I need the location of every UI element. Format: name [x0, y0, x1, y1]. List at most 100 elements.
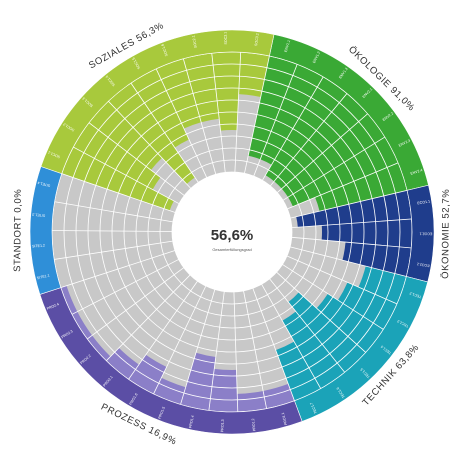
criterion-fill	[248, 55, 298, 160]
criterion-label: SITE1.1	[36, 273, 50, 280]
criterion-label: SOC2.1	[191, 35, 197, 48]
center-hole	[174, 174, 290, 290]
criterion-label: SOC1.6	[161, 43, 169, 56]
criterion-label: ECO1.1	[417, 199, 430, 205]
criterion-label: ENV2.2	[382, 111, 394, 122]
level-ring	[123, 123, 341, 341]
criterion-fill	[316, 293, 384, 353]
criterion-fill	[237, 390, 267, 412]
center-value: 56,6%	[211, 227, 254, 244]
segments-layer	[52, 51, 412, 413]
criterion-label: SOC3.2	[254, 33, 260, 46]
criterion-fill	[321, 218, 412, 248]
criterion-fill	[73, 122, 161, 190]
level-ring	[75, 75, 389, 389]
criterion-fill	[180, 352, 216, 411]
criterion-label: PRO2.3	[61, 329, 74, 339]
ring-lines-layer	[30, 30, 434, 434]
criterion-fill	[263, 383, 295, 409]
level-ring	[135, 135, 329, 329]
criterion-label: PRO2.1	[102, 375, 113, 387]
criterion-fill	[238, 52, 270, 98]
criterion-background	[60, 250, 179, 315]
level-ring	[99, 99, 365, 365]
criterion-fill	[71, 311, 93, 339]
category-bands-layer	[29, 29, 435, 435]
criterion-background	[87, 267, 191, 361]
category-label: ÖKONOMIE 52,7%	[440, 189, 452, 279]
criterion-background	[52, 201, 173, 232]
criterion-label: TEC1.6	[336, 386, 346, 398]
criterion-labels-layer: ENV1.1 ENV1.2 ENV1.3 ENV2.1 ENV2.2 ENV2.3 ENV2…	[32, 32, 433, 433]
criterion-label: ENV2.1	[362, 87, 374, 99]
criterion-label: ECO2.1	[420, 232, 433, 236]
criterion-fill	[61, 147, 174, 211]
criterion-fill	[211, 51, 241, 131]
criterion-background	[54, 173, 176, 222]
criterion-fill	[315, 162, 408, 212]
level-ring	[63, 63, 401, 401]
criterion-fill	[87, 335, 111, 361]
criterion-label: SOC1.1	[47, 150, 60, 159]
criterion-fill	[183, 53, 220, 123]
criterion-label: TEC1.7	[309, 402, 318, 415]
criterion-label: TEC1.3	[397, 319, 410, 328]
criterion-fill	[288, 137, 399, 207]
criterion-fill	[130, 68, 190, 148]
criterion-fill	[337, 282, 398, 330]
criterion-label: ENV1.2	[312, 51, 321, 64]
criterion-fill	[106, 347, 139, 380]
criterion-label: SITE1.4	[37, 181, 51, 188]
criterion-fill	[275, 341, 321, 401]
criterion-label: PRO1.1	[281, 412, 288, 425]
criterion-fill	[265, 76, 347, 182]
criterion-label: ECO2.2	[417, 262, 430, 268]
criterion-label: PRO1.3	[220, 419, 225, 432]
criterion-background	[233, 290, 267, 412]
criterion-label: SITE1.2	[32, 244, 45, 249]
criterion-background	[54, 241, 175, 288]
criterion-fill	[156, 58, 202, 129]
criterion-fill	[281, 113, 385, 198]
criterion-fill	[274, 93, 368, 189]
criterion-label: SOC1.4	[105, 75, 116, 87]
criterion-background	[243, 288, 295, 409]
criterion-fill	[128, 354, 167, 394]
criterion-label: PRO1.5	[158, 406, 166, 419]
criterion-label: SOC1.5	[131, 57, 141, 70]
criterion-label: PRO2.4	[46, 302, 59, 311]
criterion-fill	[60, 285, 78, 315]
criterion-label: SOC3.1	[223, 32, 227, 45]
criterion-label: PRO1.2	[251, 418, 256, 431]
criterion-label: SITE1.3	[32, 212, 45, 217]
criterion-label: PRO1.4	[188, 415, 195, 428]
criterion-label: PRO1.6	[129, 393, 139, 406]
criterion-fill	[108, 83, 195, 185]
criterion-label: TEC1.2	[409, 291, 422, 299]
criterion-fill	[208, 368, 238, 413]
category-label: STANDORT 0,0%	[12, 189, 24, 272]
level-ring	[171, 171, 293, 293]
criterion-label: TEC1.4	[380, 345, 392, 356]
criterion-label: PRO2.2	[80, 354, 92, 365]
criterion-fill	[296, 190, 412, 228]
criterion-background	[106, 274, 198, 380]
criterion-fill	[342, 242, 412, 277]
level-ring	[147, 147, 317, 317]
criterion-label: SOC1.3	[82, 96, 94, 108]
criterion-background	[71, 259, 184, 339]
level-ring	[87, 87, 377, 377]
center-label: Gesamterfüllungsgrad	[212, 247, 251, 252]
criterion-fill	[288, 292, 366, 373]
criterion-label: TEC1.5	[360, 367, 371, 379]
level-ring	[159, 159, 305, 305]
level-ring	[111, 111, 353, 353]
criterion-label: ENV2.4	[410, 168, 423, 176]
criterion-label: ENV1.3	[338, 67, 348, 79]
criterion-label: ENV2.3	[398, 139, 411, 148]
category-band	[40, 29, 275, 175]
criterion-label: SOC1.2	[62, 122, 75, 132]
criterion-label: ENV1.1	[284, 40, 291, 53]
